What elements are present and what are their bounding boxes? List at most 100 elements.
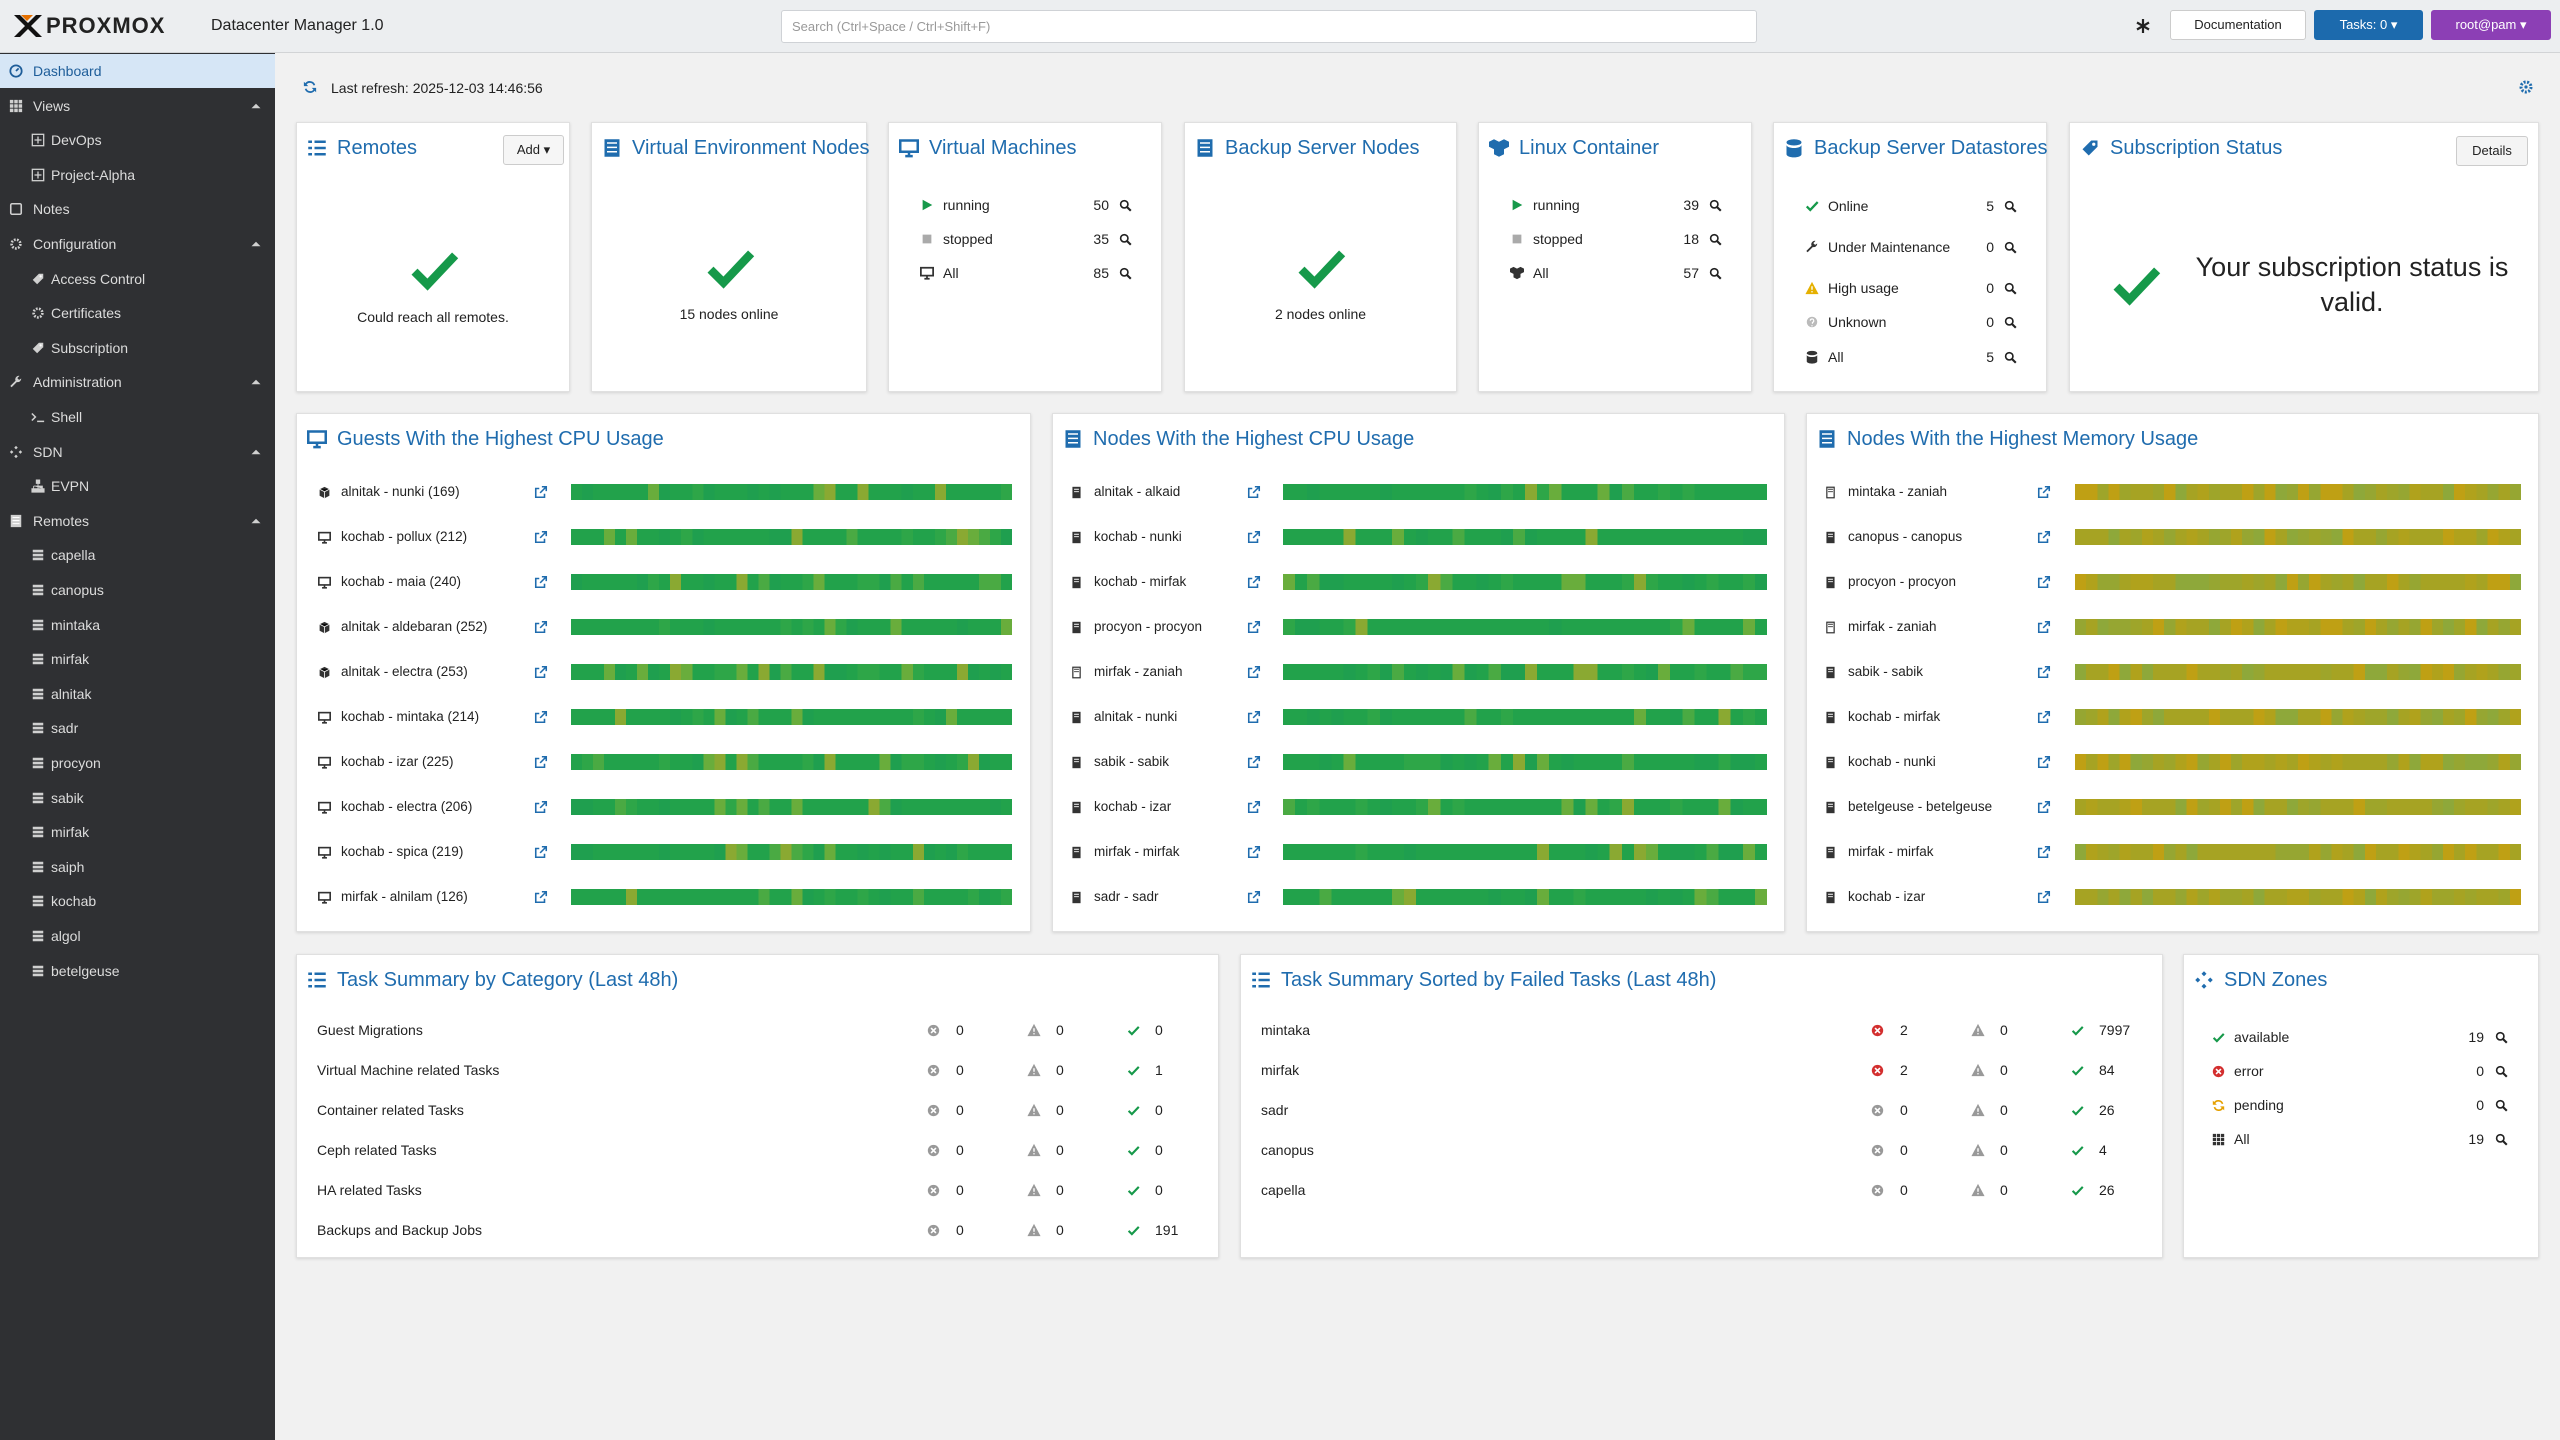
warning-count[interactable]: 0 <box>1056 1220 1064 1240</box>
nav-item[interactable]: Views <box>0 89 275 123</box>
nav-item[interactable]: Dashboard <box>0 54 275 88</box>
failed-count[interactable]: 0 <box>1900 1100 1908 1120</box>
row-label[interactable]: kochab - mirfak <box>1848 707 1940 727</box>
failed-count[interactable]: 0 <box>956 1180 964 1200</box>
tasks-button[interactable]: Tasks: 0 ▾ <box>2314 10 2423 40</box>
row-label[interactable]: kochab - nunki <box>1094 527 1182 547</box>
ok-count[interactable]: 84 <box>2099 1060 2115 1080</box>
warning-count[interactable]: 0 <box>1056 1140 1064 1160</box>
nav-item[interactable]: Subscription <box>0 331 275 365</box>
row-label[interactable]: procyon - procyon <box>1848 572 1956 592</box>
row-label[interactable]: alnitak - nunki <box>1094 707 1177 727</box>
failed-count[interactable]: 2 <box>1900 1020 1908 1040</box>
nav-item[interactable]: mirfak <box>0 642 275 676</box>
row-label[interactable]: kochab - izar (225) <box>341 752 454 772</box>
warning-count[interactable]: 0 <box>1056 1180 1064 1200</box>
failed-count[interactable]: 0 <box>956 1140 964 1160</box>
nav-item[interactable]: Configuration <box>0 227 275 261</box>
panel-button[interactable]: Details <box>2456 136 2528 166</box>
nav-item[interactable]: EVPN <box>0 469 275 503</box>
nav-item[interactable]: betelgeuse <box>0 954 275 988</box>
row-label[interactable]: kochab - mirfak <box>1094 572 1186 592</box>
ok-count[interactable]: 0 <box>1155 1140 1163 1160</box>
row-label[interactable]: mirfak - mirfak <box>1094 842 1180 862</box>
nav-item[interactable]: sabik <box>0 781 275 815</box>
refresh-icon[interactable] <box>303 80 317 94</box>
row-label[interactable]: sadr - sadr <box>1094 887 1159 907</box>
user-button[interactable]: root@pam ▾ <box>2431 10 2551 40</box>
nav-item[interactable]: capella <box>0 538 275 572</box>
ok-count[interactable]: 0 <box>1155 1100 1163 1120</box>
warning-count[interactable]: 0 <box>2000 1100 2008 1120</box>
nav-item[interactable]: Shell <box>0 400 275 434</box>
failed-count[interactable]: 0 <box>1900 1180 1908 1200</box>
row-label[interactable]: betelgeuse - betelgeuse <box>1848 797 1992 817</box>
warning-count[interactable]: 0 <box>2000 1060 2008 1080</box>
row-label[interactable]: mintaka - zaniah <box>1848 482 1947 502</box>
nav-item[interactable]: Remotes <box>0 504 275 538</box>
row-label[interactable]: sabik - sabik <box>1848 662 1923 682</box>
ok-count[interactable]: 26 <box>2099 1180 2115 1200</box>
row-label[interactable]: kochab - electra (206) <box>341 797 472 817</box>
theme-button[interactable] <box>2135 18 2151 34</box>
ok-count[interactable]: 0 <box>1155 1180 1163 1200</box>
row-label[interactable]: alnitak - aldebaran (252) <box>341 617 487 637</box>
ok-count[interactable]: 26 <box>2099 1100 2115 1120</box>
row-label[interactable]: canopus - canopus <box>1848 527 1962 547</box>
row-label[interactable]: mirfak - mirfak <box>1848 842 1934 862</box>
nav-item[interactable]: alnitak <box>0 677 275 711</box>
nav-item[interactable]: kochab <box>0 884 275 918</box>
row-label[interactable]: mirfak - zaniah <box>1094 662 1183 682</box>
warning-count[interactable]: 0 <box>1056 1060 1064 1080</box>
failed-count[interactable]: 0 <box>956 1100 964 1120</box>
nav-item[interactable]: SDN <box>0 435 275 469</box>
row-label[interactable]: kochab - maia (240) <box>341 572 461 592</box>
nav-item[interactable]: Administration <box>0 365 275 399</box>
ok-count[interactable]: 4 <box>2099 1140 2107 1160</box>
settings-icon[interactable] <box>2518 79 2534 95</box>
ok-count[interactable]: 191 <box>1155 1220 1178 1240</box>
search-box[interactable]: Search (Ctrl+Space / Ctrl+Shift+F) <box>781 10 1757 43</box>
nav-item[interactable]: sadr <box>0 711 275 745</box>
failed-count[interactable]: 2 <box>1900 1060 1908 1080</box>
nav-item[interactable]: Access Control <box>0 262 275 296</box>
row-label[interactable]: kochab - pollux (212) <box>341 527 467 547</box>
row-label[interactable]: procyon - procyon <box>1094 617 1202 637</box>
row-label[interactable]: alnitak - nunki (169) <box>341 482 460 502</box>
row-label[interactable]: kochab - nunki <box>1848 752 1936 772</box>
nav-item[interactable]: Certificates <box>0 296 275 330</box>
failed-count[interactable]: 0 <box>956 1060 964 1080</box>
row-label[interactable]: alnitak - alkaid <box>1094 482 1180 502</box>
row-label[interactable]: kochab - spica (219) <box>341 842 463 862</box>
nav-item[interactable]: DevOps <box>0 123 275 157</box>
ok-count[interactable]: 7997 <box>2099 1020 2130 1040</box>
warning-count[interactable]: 0 <box>2000 1180 2008 1200</box>
search-button <box>1709 199 1722 212</box>
nav-item[interactable]: Project-Alpha <box>0 158 275 192</box>
row-label[interactable]: kochab - izar <box>1848 887 1925 907</box>
row-label[interactable]: mirfak - alnilam (126) <box>341 887 468 907</box>
row-label[interactable]: mirfak - zaniah <box>1848 617 1937 637</box>
row-label[interactable]: kochab - izar <box>1094 797 1171 817</box>
row-label[interactable]: sabik - sabik <box>1094 752 1169 772</box>
nav-item[interactable]: mintaka <box>0 608 275 642</box>
ok-count[interactable]: 1 <box>1155 1060 1163 1080</box>
failed-count[interactable]: 0 <box>1900 1140 1908 1160</box>
nav-item[interactable]: saiph <box>0 850 275 884</box>
documentation-button[interactable]: Documentation <box>2170 10 2306 40</box>
failed-count[interactable]: 0 <box>956 1020 964 1040</box>
failed-count[interactable]: 0 <box>956 1220 964 1240</box>
panel-button[interactable]: Add ▾ <box>503 135 564 165</box>
row-label[interactable]: kochab - mintaka (214) <box>341 707 479 727</box>
nav-item[interactable]: Notes <box>0 192 275 226</box>
nav-item[interactable]: canopus <box>0 573 275 607</box>
warning-count[interactable]: 0 <box>1056 1100 1064 1120</box>
row-label[interactable]: alnitak - electra (253) <box>341 662 468 682</box>
nav-item[interactable]: mirfak <box>0 815 275 849</box>
ok-count[interactable]: 0 <box>1155 1020 1163 1040</box>
nav-item[interactable]: procyon <box>0 746 275 780</box>
warning-count[interactable]: 0 <box>1056 1020 1064 1040</box>
warning-count[interactable]: 0 <box>2000 1020 2008 1040</box>
warning-count[interactable]: 0 <box>2000 1140 2008 1160</box>
nav-item[interactable]: algol <box>0 919 275 953</box>
